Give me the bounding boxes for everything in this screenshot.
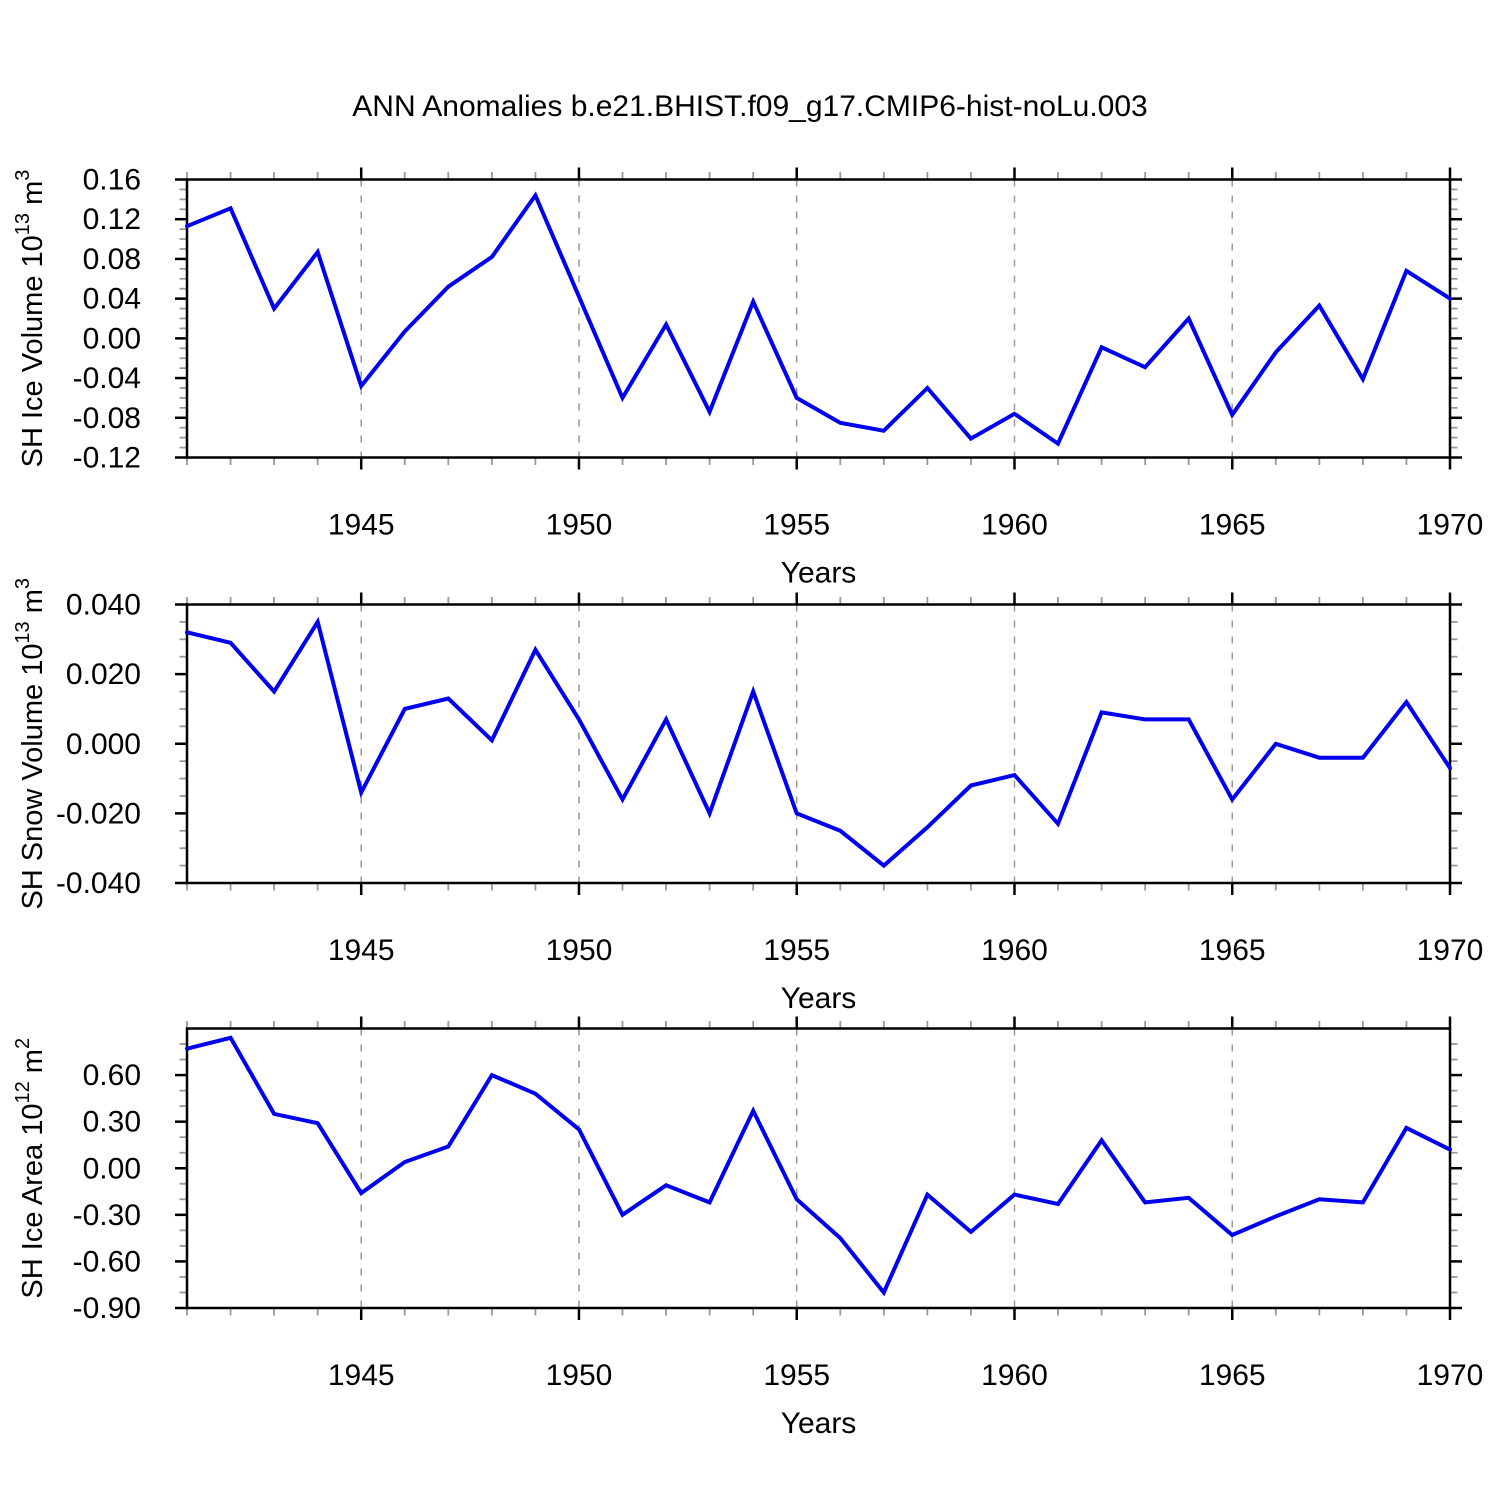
series-line-sh-snow-volume [185,616,1452,869]
y-tick-label: -0.60 [73,1245,141,1278]
x-tick-label: 1965 [1199,1359,1266,1392]
x-tick-label: 1950 [546,1359,613,1392]
y-tick-label: 0.040 [66,589,141,622]
plot-frame [185,603,1452,885]
y-tick-label: 0.60 [83,1059,141,1092]
panel-sh-snow-volume: 0.040 0.020 0.000 -0.020 -0.040 1945 1950 1955 1… [12,578,1483,1015]
x-tick-label: 1955 [763,1359,830,1392]
x-tick-label: 1955 [763,934,830,967]
x-tick-label: 1970 [1417,509,1484,542]
x-tick-label: 1970 [1417,934,1484,967]
x-tick-label: 1955 [763,509,830,542]
y-tick-label: 0.16 [83,164,141,197]
y-axis-title: SH Snow Volume 1013 m3 [12,578,49,910]
y-tick-label: 0.04 [83,283,141,316]
x-tick-label: 1960 [981,934,1048,967]
y-tick-label: -0.08 [73,402,141,435]
x-tick-label: 1945 [328,1359,395,1392]
y-tick-label: 0.00 [83,1152,141,1185]
x-tick-label: 1960 [981,509,1048,542]
x-tick-label: 1965 [1199,509,1266,542]
plot-frame [185,1027,1452,1310]
chart-title: ANN Anomalies b.e21.BHIST.f09_g17.CMIP6-… [352,90,1147,123]
x-axis-title: Years [781,982,857,1015]
y-axis-title: SH Ice Volume 1013 m3 [12,170,49,468]
x-tick-label: 1950 [546,934,613,967]
y-tick-label: 0.30 [83,1106,141,1139]
y-tick-label: 0.020 [66,658,141,691]
y-axis-title: SH Ice Area 1012 m2 [12,1038,49,1299]
y-tick-label: 0.00 [83,322,141,355]
x-tick-label: 1960 [981,1359,1048,1392]
y-tick-label: 0.000 [66,728,141,761]
series-line-sh-ice-area [185,1035,1452,1297]
y-tick-label: -0.12 [73,442,141,475]
y-tick-label: -0.30 [73,1199,141,1232]
y-tick-label: -0.04 [73,362,141,395]
y-tick-label: 0.08 [83,243,141,276]
panel-sh-ice-volume: 0.16 0.12 0.08 0.04 0.00 -0.04 -0.08 -0.12 1945 1… [12,164,1483,590]
x-tick-label: 1945 [328,934,395,967]
panels-container: 0.16 0.12 0.08 0.04 0.00 -0.04 -0.08 -0.12 1945 1… [12,164,1483,1441]
x-tick-label: 1965 [1199,934,1266,967]
x-axis-title: Years [781,1407,857,1440]
y-tick-label: -0.040 [56,867,141,900]
x-tick-label: 1945 [328,509,395,542]
x-tick-label: 1950 [546,509,613,542]
series-line-sh-ice-volume [185,191,1452,447]
y-tick-label: -0.020 [56,797,141,830]
plot-frame [185,178,1452,459]
y-tick-label: -0.90 [73,1292,141,1325]
x-axis-title: Years [781,557,857,590]
x-tick-label: 1970 [1417,1359,1484,1392]
y-tick-label: 0.12 [83,203,141,236]
panel-sh-ice-area: 0.60 0.30 0.00 -0.30 -0.60 -0.90 1945 1950 1955 1… [12,1016,1484,1440]
